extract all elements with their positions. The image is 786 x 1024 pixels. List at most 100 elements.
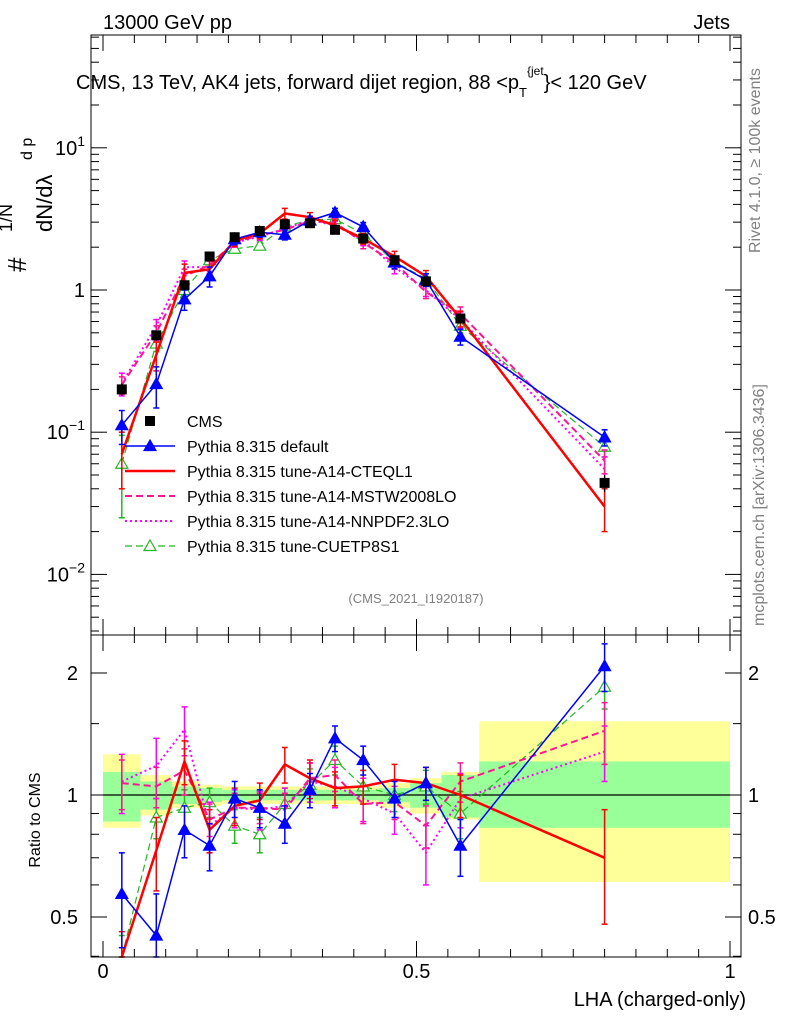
svg-text:CMS, 13 TeV, AK4 jets, forward: CMS, 13 TeV, AK4 jets, forward dijet reg… — [76, 64, 647, 100]
svg-text:d p: d p — [19, 138, 36, 160]
legend-entry-4: Pythia 8.315 tune-A14-NNPDF2.3LO — [125, 514, 449, 531]
series-marker — [227, 241, 242, 254]
main-axes: 10−2 10−1 1 101 — [47, 35, 741, 635]
legend-entry-1: Pythia 8.315 default — [125, 438, 329, 456]
main-ytick-label: 10−2 — [47, 559, 85, 586]
legend-marker — [142, 538, 158, 552]
x-tick-label: 1 — [724, 961, 735, 983]
ratio-marker — [453, 838, 468, 851]
chart-title: CMS, 13 TeV, AK4 jets, forward dijet reg… — [76, 64, 647, 100]
ratio-frame — [90, 634, 742, 958]
data-marker — [254, 225, 265, 236]
legend-entry-5: Pythia 8.315 tune-CUETP8S1 — [125, 538, 400, 556]
legend-label: Pythia 8.315 tune-A14-CTEQL1 — [187, 464, 413, 481]
title-sub: T — [519, 85, 527, 100]
svg-text:1/N: 1/N — [0, 204, 16, 232]
ratio-marker — [302, 782, 317, 795]
series-marker — [114, 417, 129, 431]
ratio-series — [114, 643, 612, 958]
ratio-marker — [356, 752, 371, 766]
ratio-line — [120, 757, 606, 958]
series-marker — [597, 430, 612, 443]
svg-text:dN/dλ: dN/dλ — [32, 175, 57, 232]
mcplots-label: mcplots.cern.ch [arXiv:1306.3436] — [751, 384, 768, 626]
legend: CMS Pythia 8.315 default Pythia 8.315 tune… — [125, 414, 456, 556]
svg-text:#: # — [2, 257, 32, 272]
ratio-marker — [177, 822, 192, 836]
data-marker — [389, 255, 400, 266]
ratio-marker — [149, 928, 164, 941]
series-marker — [327, 205, 343, 218]
series-line — [121, 211, 606, 438]
legend-label: Pythia 8.315 tune-CUETP8S1 — [187, 539, 400, 556]
series-line — [120, 219, 606, 470]
series-1 — [118, 207, 608, 533]
legend-label: Pythia 8.315 default — [187, 439, 329, 456]
data-marker — [151, 330, 162, 341]
main-ytick-label: 10−1 — [47, 417, 85, 444]
ratio-ytick-label-right: 2 — [748, 663, 759, 685]
data-marker — [116, 384, 127, 395]
title-main: CMS, 13 TeV, AK4 jets, forward dijet reg… — [76, 72, 519, 94]
legend-entry-3: Pythia 8.315 tune-A14-MSTW2008LO — [125, 489, 456, 506]
ratio-marker — [227, 791, 242, 804]
series-marker — [356, 219, 371, 232]
series-2 — [118, 216, 608, 475]
legend-entry-2: Pythia 8.315 tune-A14-CTEQL1 — [125, 464, 413, 481]
data-marker — [279, 219, 290, 230]
data-marker — [329, 224, 340, 235]
ratio-ytick-label: 1 — [67, 785, 78, 807]
legend-label: Pythia 8.315 tune-A14-MSTW2008LO — [187, 489, 456, 506]
ratio-ylabel: Ratio to CMS — [27, 772, 44, 867]
ratio-uncertainty-bands — [103, 721, 730, 883]
legend-marker — [142, 438, 158, 452]
ratio-marker — [252, 800, 267, 813]
legend-data-marker — [145, 416, 155, 426]
data-marker — [304, 218, 315, 229]
series-marker — [453, 329, 468, 342]
rivet-label: Rivet 4.1.0, ≥ 100k events — [747, 68, 764, 253]
series-marker — [202, 269, 217, 282]
ratio-marker — [114, 886, 129, 900]
ratio-marker — [597, 658, 612, 672]
legend-label: Pythia 8.315 tune-A14-NNPDF2.3LO — [187, 514, 449, 531]
ratio-ytick-label: 2 — [67, 663, 78, 685]
data-marker — [599, 477, 610, 488]
ratio-series-0 — [114, 643, 612, 958]
ratio-marker — [327, 731, 343, 744]
main-ytick-label: 101 — [55, 133, 85, 160]
ratio-marker — [252, 827, 267, 840]
series-line — [120, 212, 606, 508]
x-tick-label: 0 — [97, 961, 108, 983]
data-marker — [420, 276, 431, 287]
series-line — [120, 220, 606, 462]
ratio-ytick-label-right: 0.5 — [748, 907, 776, 929]
data-marker — [204, 251, 215, 262]
ratio-ytick-label-right: 1 — [748, 785, 759, 807]
ratio-marker — [418, 775, 433, 789]
header-right: Jets — [693, 12, 730, 34]
header-left: 13000 GeV pp — [103, 12, 232, 34]
ratio-line — [121, 729, 605, 828]
ratio-marker — [202, 838, 217, 851]
title-sup: {jet — [527, 64, 544, 78]
ratio-marker — [277, 816, 292, 829]
x-tick-label: 0.5 — [403, 961, 431, 983]
legend-entry-0: CMS — [145, 414, 223, 431]
analysis-id: (CMS_2021_I1920187) — [348, 591, 483, 606]
data-marker — [179, 280, 190, 291]
ratio-marker — [387, 791, 402, 804]
main-ytick-label: 1 — [74, 280, 85, 302]
main-series — [114, 205, 612, 533]
x-axis-label: LHA (charged-only) — [574, 989, 746, 1011]
ratio-axes: 0 0.5 1 0.5 0.5 1 1 2 2 — [50, 635, 776, 983]
data-points — [116, 218, 610, 492]
title-end: }< 120 GeV — [544, 72, 648, 94]
series-marker — [277, 227, 292, 240]
ratio-ytick-label: 0.5 — [50, 907, 78, 929]
legend-label: CMS — [187, 414, 223, 431]
data-marker — [229, 232, 240, 243]
main-ylabel: # dN/dλ 1/N d p — [0, 138, 57, 272]
series-marker — [149, 376, 164, 390]
